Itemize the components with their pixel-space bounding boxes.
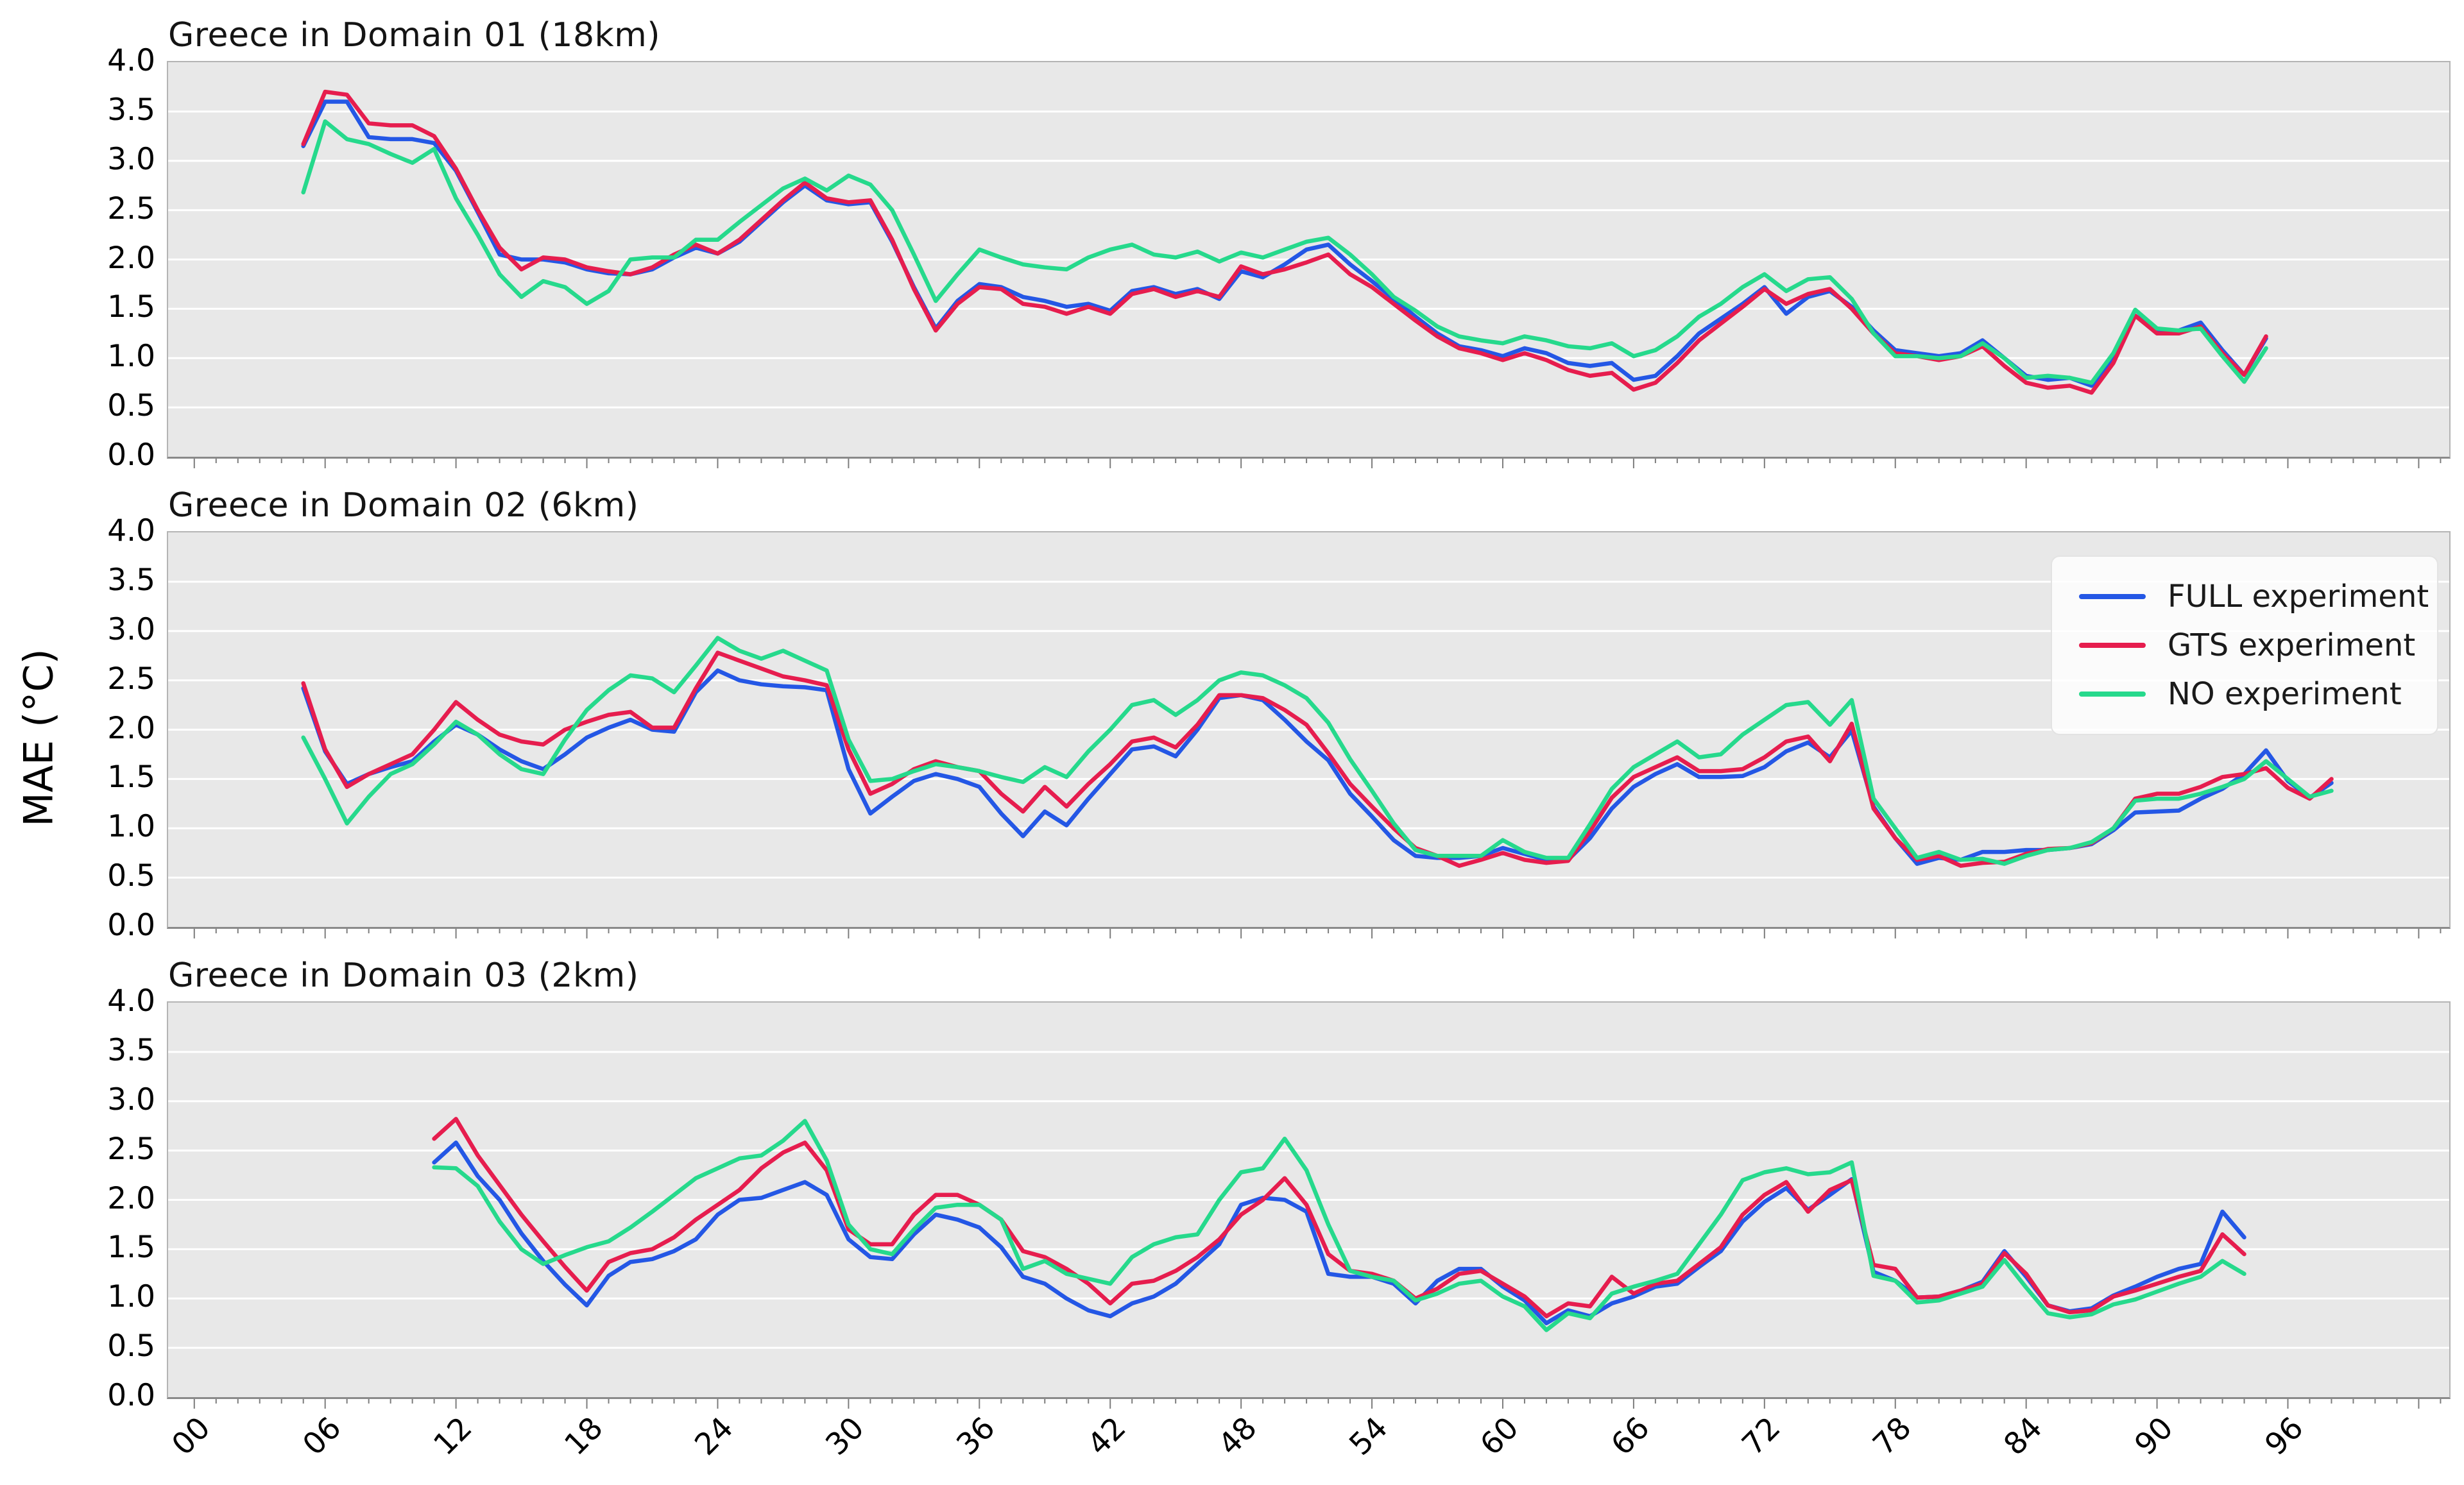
y-tick-label: 4.0 — [107, 513, 155, 548]
gts-experiment-line-swatch — [2079, 643, 2146, 648]
y-tick-label: 0.5 — [107, 858, 155, 894]
legend-item-full: FULL experiment — [2052, 572, 2437, 621]
y-tick-label: 3.5 — [107, 562, 155, 598]
y-tick-label: 2.5 — [107, 191, 155, 226]
x-tick-label: 78 — [1866, 1410, 1919, 1463]
x-tick-label: 24 — [688, 1410, 740, 1463]
legend-label: NO experiment — [2168, 676, 2402, 712]
panel-title-domain02: Greece in Domain 02 (6km) — [168, 486, 639, 525]
x-tick-label: 06 — [295, 1410, 348, 1463]
y-tick-label: 1.0 — [107, 1279, 155, 1315]
y-tick-label: 1.0 — [107, 339, 155, 375]
panel-title-domain03: Greece in Domain 03 (2km) — [168, 956, 639, 995]
legend-item-gts: GTS experiment — [2052, 621, 2437, 670]
y-tick-label: 4.0 — [107, 983, 155, 1019]
y-tick-label: 1.5 — [107, 1230, 155, 1266]
x-tick-label: 42 — [1081, 1410, 1133, 1463]
y-tick-label: 3.0 — [107, 611, 155, 647]
panel-domain03 — [167, 1001, 2451, 1409]
x-tick-label: 48 — [1211, 1410, 1264, 1463]
x-tick-label: 66 — [1604, 1410, 1657, 1463]
y-tick-label: 1.0 — [107, 809, 155, 845]
x-tick-label: 54 — [1342, 1410, 1395, 1463]
legend-label: GTS experiment — [2168, 627, 2416, 663]
panel-title-domain01: Greece in Domain 01 (18km) — [168, 16, 661, 55]
x-tick-label: 60 — [1473, 1410, 1526, 1463]
y-tick-label: 2.0 — [107, 710, 155, 746]
legend-item-no: NO experiment — [2052, 670, 2437, 718]
y-tick-label: 2.5 — [107, 1131, 155, 1167]
y-tick-label: 0.5 — [107, 1328, 155, 1364]
legend-label: FULL experiment — [2168, 579, 2429, 615]
x-tick-label: 30 — [819, 1410, 871, 1463]
y-tick-label: 0.5 — [107, 388, 155, 424]
x-tick-label: 84 — [1996, 1410, 2049, 1463]
x-tick-label: 36 — [950, 1410, 1002, 1463]
y-tick-label: 2.0 — [107, 1180, 155, 1216]
x-tick-label: 72 — [1735, 1410, 1788, 1463]
panel-domain01 — [167, 61, 2451, 468]
y-tick-label: 3.0 — [107, 141, 155, 177]
y-tick-label: 2.0 — [107, 240, 155, 276]
y-tick-label: 3.0 — [107, 1082, 155, 1117]
chart-domain01 — [168, 89, 2449, 468]
y-tick-label: 1.5 — [107, 759, 155, 795]
y-tick-label: 3.5 — [107, 1032, 155, 1068]
x-tick-label: 96 — [2258, 1410, 2311, 1463]
no-experiment-line-swatch — [2079, 692, 2146, 697]
full-experiment-line-swatch — [2079, 594, 2146, 599]
x-tick-label: 00 — [165, 1410, 218, 1463]
y-tick-label: 0.0 — [107, 908, 155, 943]
y-tick-label: 0.0 — [107, 1378, 155, 1413]
legend: FULL experiment GTS experiment NO experi… — [2051, 556, 2438, 735]
y-axis-label: MAE (°C) — [15, 649, 62, 827]
y-tick-label: 4.0 — [107, 43, 155, 78]
y-tick-label: 3.5 — [107, 92, 155, 128]
y-tick-label: 1.5 — [107, 289, 155, 325]
y-tick-label: 2.5 — [107, 661, 155, 697]
x-tick-label: 12 — [426, 1410, 479, 1463]
x-tick-label: 18 — [557, 1410, 610, 1463]
y-tick-label: 0.0 — [107, 437, 155, 473]
x-tick-label: 90 — [2127, 1410, 2180, 1463]
chart-domain03 — [168, 1051, 2449, 1409]
